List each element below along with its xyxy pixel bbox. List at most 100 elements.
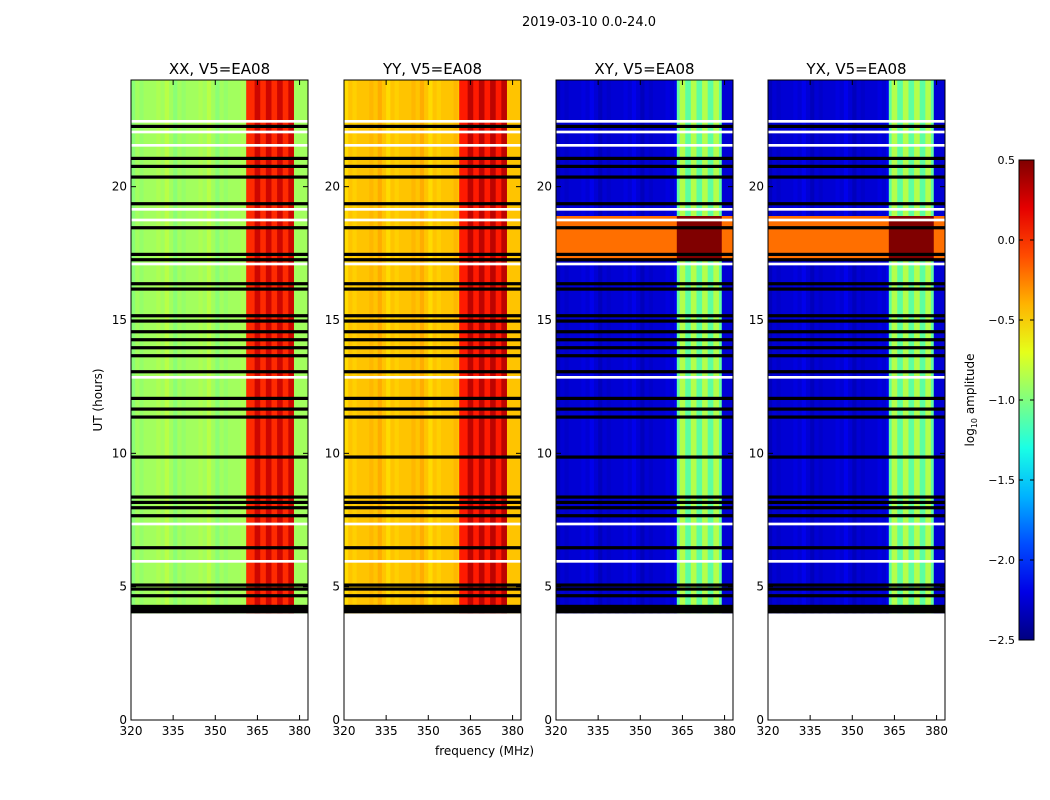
flagged-row bbox=[131, 455, 308, 459]
y-tick-label: 20 bbox=[112, 180, 127, 194]
flagged-row bbox=[556, 495, 733, 499]
gap-row bbox=[344, 144, 521, 147]
flagged-row bbox=[131, 175, 308, 179]
flagged-row bbox=[556, 124, 733, 128]
y-tick-label: 0 bbox=[756, 713, 764, 727]
gap-row bbox=[768, 208, 945, 211]
x-tick-label: 320 bbox=[757, 724, 780, 738]
gap-row bbox=[556, 522, 733, 526]
x-tick-label: 365 bbox=[671, 724, 694, 738]
gap-row bbox=[556, 130, 733, 134]
y-tick-label: 15 bbox=[749, 313, 764, 327]
flagged-row bbox=[344, 258, 521, 262]
flagged-row bbox=[768, 226, 945, 230]
gap-row bbox=[768, 376, 945, 379]
flagged-row bbox=[768, 202, 945, 206]
x-tick-label: 320 bbox=[545, 724, 568, 738]
flagged-row bbox=[131, 124, 308, 128]
panel-title: XX, V5=EA08 bbox=[169, 60, 270, 78]
flagged-row bbox=[344, 164, 521, 168]
flagged-row bbox=[556, 415, 733, 419]
x-tick-label: 380 bbox=[713, 724, 736, 738]
panel-title: YX, V5=EA08 bbox=[805, 60, 906, 78]
bright-band-rfi bbox=[888, 216, 934, 259]
flagged-row bbox=[344, 252, 521, 256]
flagged-row bbox=[344, 506, 521, 510]
x-tick-label: 350 bbox=[841, 724, 864, 738]
flagged-row bbox=[131, 583, 308, 587]
flagged-row bbox=[344, 514, 521, 518]
flagged-row bbox=[131, 546, 308, 550]
flagged-row bbox=[556, 175, 733, 179]
x-tick-label: 380 bbox=[288, 724, 311, 738]
flagged-row bbox=[768, 354, 945, 358]
gap-row bbox=[344, 522, 521, 526]
flagged-row bbox=[131, 282, 308, 286]
axes-frame bbox=[555, 79, 734, 721]
colorbar-tick-label: −1.5 bbox=[988, 474, 1015, 487]
flagged-row bbox=[131, 156, 308, 160]
flagged-row bbox=[768, 156, 945, 160]
axes-frame bbox=[343, 79, 522, 721]
flagged-row bbox=[556, 546, 733, 550]
y-tick-label: 15 bbox=[112, 313, 127, 327]
axes-frame bbox=[130, 79, 309, 721]
flagged-row bbox=[344, 604, 521, 608]
flagged-row bbox=[131, 346, 308, 350]
flagged-row bbox=[344, 455, 521, 459]
y-tick-label: 20 bbox=[749, 180, 764, 194]
flagged-row bbox=[768, 514, 945, 518]
flagged-row bbox=[556, 407, 733, 411]
flagged-row bbox=[768, 175, 945, 179]
gap-row bbox=[556, 120, 733, 123]
flagged-row bbox=[344, 587, 521, 591]
flagged-row bbox=[768, 583, 945, 587]
panel-title: XY, V5=EA08 bbox=[594, 60, 694, 78]
flagged-row bbox=[131, 319, 308, 323]
gap-row bbox=[131, 218, 308, 222]
flagged-row bbox=[131, 226, 308, 230]
flagged-row bbox=[556, 370, 733, 374]
flagged-row bbox=[131, 495, 308, 499]
flagged-row bbox=[344, 594, 521, 598]
flagged-row bbox=[344, 500, 521, 504]
flagged-row bbox=[344, 495, 521, 499]
gap-row bbox=[768, 262, 945, 266]
x-tick-label: 350 bbox=[417, 724, 440, 738]
colorbar-tick-label: 0.0 bbox=[998, 234, 1016, 247]
y-tick-label: 10 bbox=[749, 446, 764, 460]
x-tick-label: 350 bbox=[629, 724, 652, 738]
y-tick-label: 20 bbox=[325, 180, 340, 194]
gap-row bbox=[768, 120, 945, 123]
flagged-row bbox=[768, 396, 945, 400]
gap-row bbox=[768, 144, 945, 147]
flagged-row bbox=[768, 164, 945, 168]
flagged-row bbox=[344, 314, 521, 318]
flagged-row bbox=[131, 354, 308, 358]
flagged-row bbox=[344, 282, 521, 286]
heatmap-area bbox=[344, 80, 521, 720]
flagged-row bbox=[768, 338, 945, 342]
x-tick-label: 380 bbox=[501, 724, 524, 738]
flagged-start-row bbox=[556, 608, 733, 614]
flagged-row bbox=[556, 514, 733, 518]
gap-row bbox=[556, 208, 733, 211]
flagged-row bbox=[131, 396, 308, 400]
flagged-row bbox=[768, 604, 945, 608]
axes-frame bbox=[767, 79, 946, 721]
flagged-row bbox=[556, 252, 733, 256]
heatmap-area bbox=[768, 80, 945, 720]
x-tick-label: 335 bbox=[162, 724, 185, 738]
gap-row bbox=[556, 144, 733, 147]
panel-1: YY, V5=EA08 320 335 350 365 380 0 5 10 15 20 freque… bbox=[325, 60, 534, 758]
panel-title: YY, V5=EA08 bbox=[382, 60, 482, 78]
flagged-row bbox=[768, 594, 945, 598]
flagged-row bbox=[131, 258, 308, 262]
flagged-row bbox=[131, 587, 308, 591]
colorbar: 0.5 0.0 −0.5 −1.0 −1.5 −2.0 −2.5 log10 amplitud… bbox=[963, 154, 1035, 647]
flagged-row bbox=[344, 319, 521, 323]
panel-0: XX, V5=EA08 320 335 350 365 380 0 5 10 15 20 UT (ho… bbox=[91, 60, 311, 738]
flagged-row bbox=[768, 587, 945, 591]
flagged-row bbox=[131, 287, 308, 291]
flagged-row bbox=[556, 604, 733, 608]
